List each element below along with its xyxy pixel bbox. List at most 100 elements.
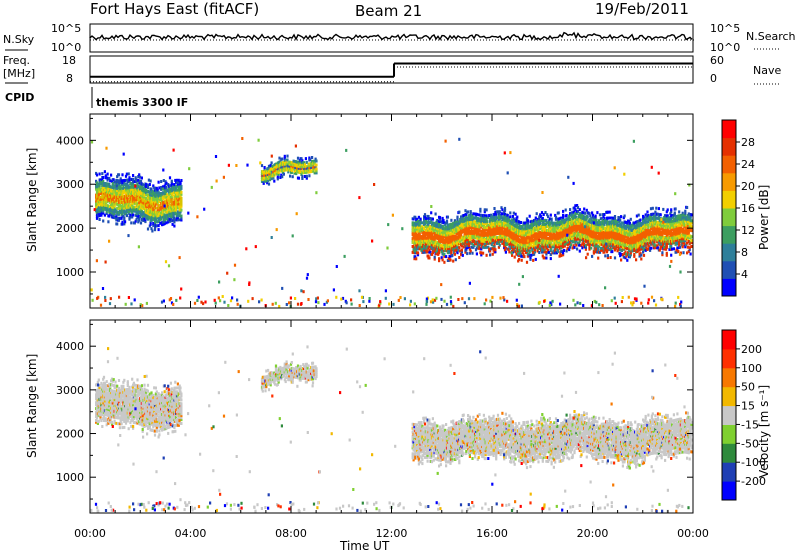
range-gate-cell xyxy=(559,252,562,256)
range-gate-cell xyxy=(493,234,496,238)
range-gate-cell xyxy=(111,199,114,203)
range-gate-cell xyxy=(542,236,545,240)
range-gate-cell xyxy=(180,214,183,218)
cpid-text: themis 3300 IF xyxy=(96,96,188,109)
range-gate-cell xyxy=(304,170,307,174)
range-gate-cell xyxy=(428,236,431,240)
range-gate-cell xyxy=(171,193,174,197)
range-gate-cell xyxy=(546,213,549,217)
range-gate-cell xyxy=(120,187,123,191)
range-gate-cell xyxy=(516,241,519,245)
range-gate-cell xyxy=(124,212,128,216)
range-gate-cell xyxy=(129,203,132,207)
range-gate-cell xyxy=(153,226,157,230)
range-gate-cell xyxy=(412,217,415,221)
range-gate-cell xyxy=(450,252,453,256)
range-gate-cell xyxy=(490,227,493,231)
range-gate-cell xyxy=(509,215,512,219)
range-gate-cell xyxy=(540,211,544,215)
range-gate-cell xyxy=(435,252,438,256)
range-gate-cell xyxy=(512,211,515,215)
freq-label-1: Freq. xyxy=(3,54,30,67)
range-gate-cell xyxy=(518,230,521,234)
range-gate-cell xyxy=(525,221,528,225)
range-gate-cell xyxy=(545,250,548,254)
range-gate-cell xyxy=(596,250,599,254)
range-gate-cell xyxy=(164,194,167,197)
range-gate-cell xyxy=(155,194,158,198)
range-gate-cell xyxy=(562,245,565,249)
range-gate-cell xyxy=(545,221,548,224)
range-gate-cell xyxy=(150,207,153,211)
range-gate-cell xyxy=(125,172,128,176)
range-gate-cell xyxy=(310,162,313,166)
range-gate-cell xyxy=(542,213,545,216)
range-gate-cell xyxy=(272,176,275,180)
range-gate-cell xyxy=(487,224,490,227)
range-gate-cell xyxy=(180,179,183,182)
range-gate-cell xyxy=(413,233,416,237)
range-gate-cell xyxy=(285,160,288,164)
range-gate-cell xyxy=(606,254,609,258)
range-gate-cell xyxy=(610,248,613,252)
range-gate-cell xyxy=(106,194,109,198)
range-gate-cell xyxy=(108,214,111,218)
range-gate-cell xyxy=(621,225,624,229)
range-gate-cell xyxy=(531,221,534,225)
range-gate-cell xyxy=(169,217,172,221)
range-gate-cell xyxy=(122,185,125,188)
range-gate-cell xyxy=(563,244,566,248)
range-gate-cell xyxy=(423,227,426,230)
range-gate-cell xyxy=(532,241,535,245)
range-gate-cell xyxy=(603,217,606,220)
range-gate-cell xyxy=(464,234,467,238)
range-gate-cell xyxy=(109,197,112,201)
range-gate-cell xyxy=(308,156,311,160)
range-gate-cell xyxy=(119,193,122,197)
range-gate-cell xyxy=(562,213,565,217)
range-gate-cell xyxy=(287,170,290,174)
range-gate-cell xyxy=(588,226,591,229)
range-gate-cell xyxy=(132,205,135,209)
range-gate-cell xyxy=(124,178,127,182)
range-gate-cell xyxy=(613,215,617,218)
range-gate-cell xyxy=(569,245,572,249)
range-gate-cell xyxy=(180,204,183,208)
range-gate-cell xyxy=(451,254,454,257)
range-gate-cell xyxy=(520,258,523,262)
range-gate-cell xyxy=(620,223,623,226)
range-gate-cell xyxy=(494,250,497,254)
range-gate-cell xyxy=(557,211,560,215)
range-gate-cell xyxy=(465,222,468,226)
range-gate-cell xyxy=(545,234,548,238)
range-gate-cell xyxy=(420,227,423,231)
range-gate-cell xyxy=(542,246,545,250)
range-gate-cell xyxy=(145,191,148,194)
range-gate-cell xyxy=(283,164,286,168)
range-gate-cell xyxy=(468,239,471,243)
range-gate-cell xyxy=(290,171,293,174)
range-gate-cell xyxy=(459,237,462,241)
range-gate-cell xyxy=(576,204,579,207)
range-gate-cell xyxy=(292,159,295,163)
range-gate-cell xyxy=(126,188,129,192)
range-gate-cell xyxy=(488,227,491,231)
range-gate-cell xyxy=(173,185,176,188)
range-gate-cell xyxy=(311,156,314,159)
range-gate-cell xyxy=(549,247,552,251)
range-gate-cell xyxy=(514,212,517,216)
range-gate-cell xyxy=(518,250,522,254)
range-gate-cell xyxy=(420,229,423,233)
range-gate-cell xyxy=(300,157,303,161)
range-gate-cell xyxy=(438,221,441,225)
range-gate-cell xyxy=(106,178,109,182)
range-gate-cell xyxy=(430,245,434,248)
range-gate-cell xyxy=(560,230,563,234)
range-gate-cell xyxy=(415,249,418,253)
range-gate-cell xyxy=(557,217,560,221)
range-gate-cell xyxy=(562,249,566,252)
range-gate-cell xyxy=(180,186,183,190)
range-gate-cell xyxy=(415,231,418,235)
range-gate-cell xyxy=(556,245,559,249)
range-gate-cell xyxy=(416,251,420,255)
